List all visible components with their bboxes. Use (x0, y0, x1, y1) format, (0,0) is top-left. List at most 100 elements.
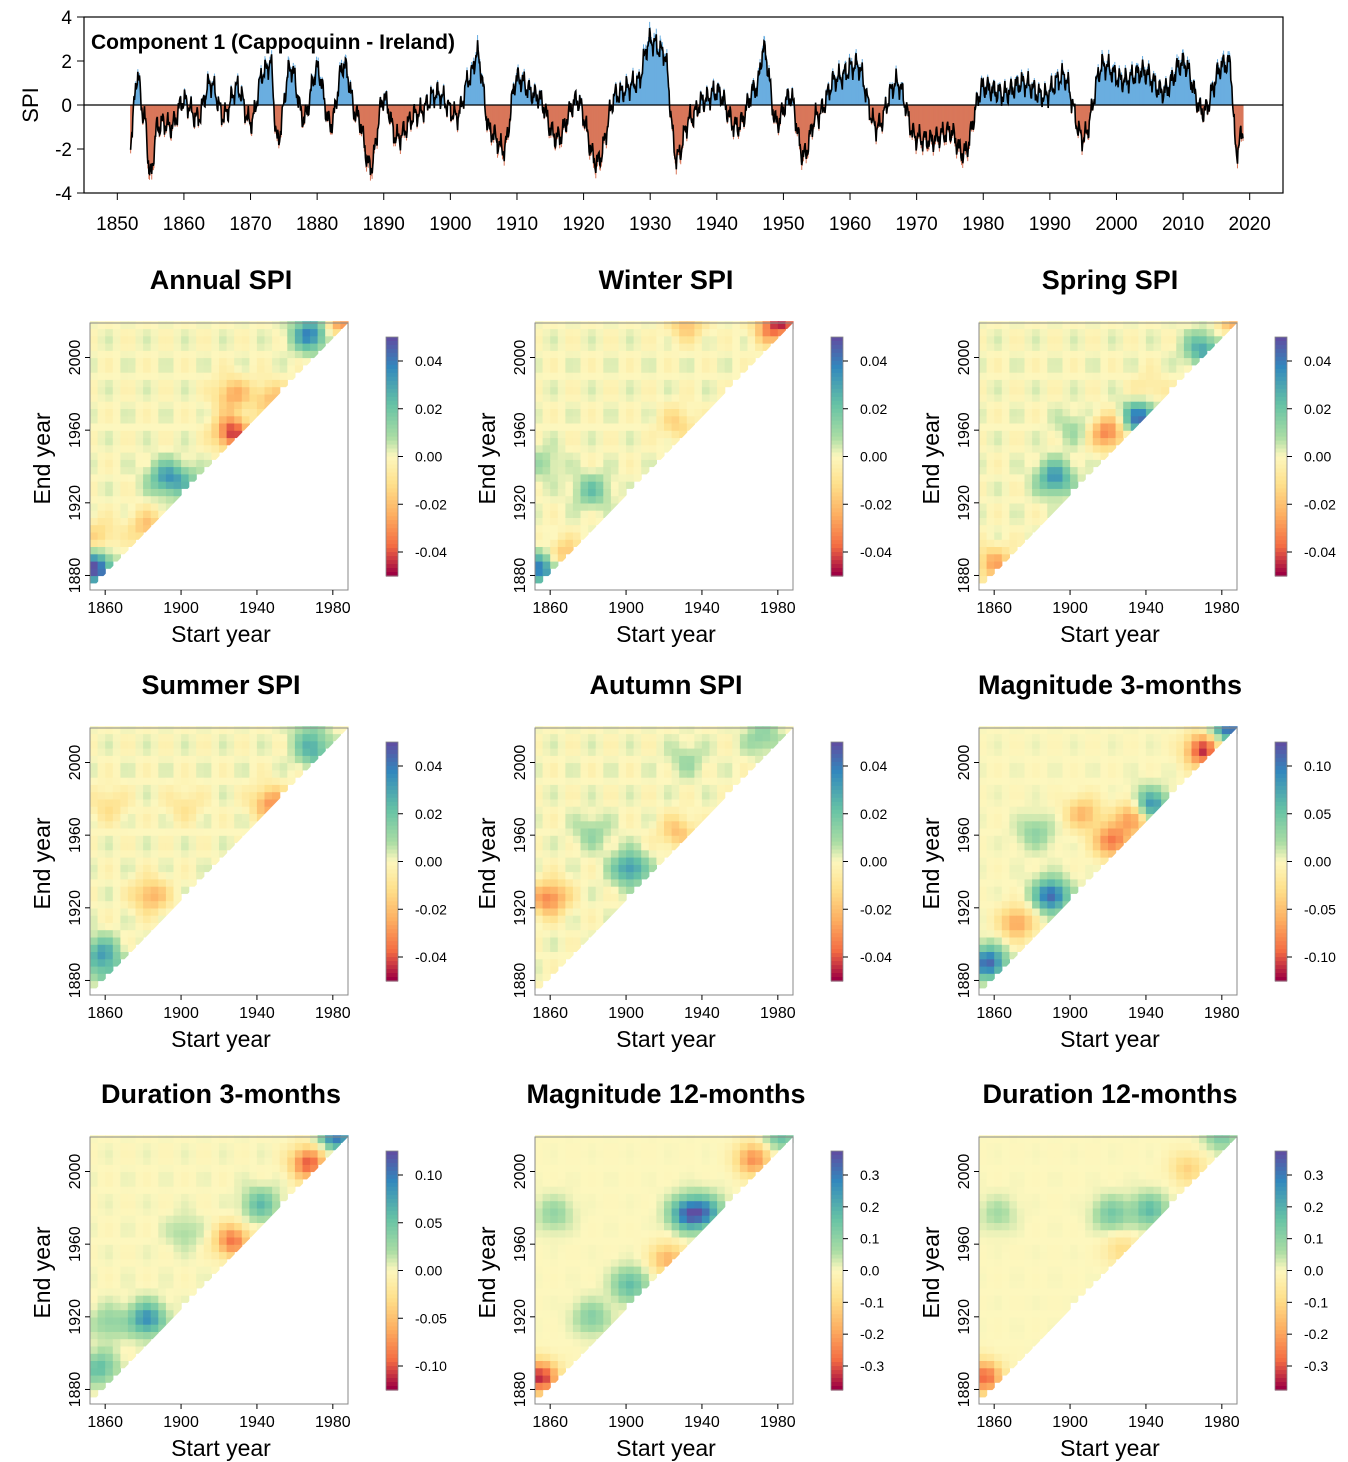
spi-bar-975 (671, 105, 673, 123)
heatmap-cell (979, 488, 988, 497)
heatmap-cell (986, 473, 995, 482)
heatmap-cell (588, 437, 597, 446)
spi-bar-1604 (1020, 84, 1022, 105)
heatmap-cell (535, 560, 544, 569)
heatmap-cell (294, 762, 304, 771)
heatmap-cell (127, 415, 137, 424)
heatmap-cell (986, 517, 995, 526)
heatmap-cell (120, 321, 129, 330)
heatmap-cell (686, 393, 695, 402)
spi-bar-719 (529, 88, 531, 105)
heatmap-cell (1168, 364, 1177, 373)
spi-bar-39 (151, 105, 153, 168)
heatmap-cell (158, 755, 167, 764)
spi-bar-166 (222, 105, 224, 122)
heatmap-cell (127, 929, 137, 938)
heatmap-cell (572, 357, 582, 366)
heatmap-cell (120, 408, 129, 417)
spi-bar-1141 (763, 35, 765, 105)
spi-bar-1509 (967, 105, 969, 151)
spi-bar-1262 (830, 89, 832, 105)
heatmap-cell (188, 350, 197, 359)
heatmap-cell (105, 422, 114, 431)
spi-bar-1672 (1058, 89, 1060, 105)
colorbar-swatch (1275, 492, 1287, 497)
heatmap-cell (234, 379, 243, 388)
spi-bar-1308 (856, 61, 858, 105)
spi-bar-1306 (855, 51, 857, 105)
spi-bar-938 (650, 36, 652, 106)
spi-bar-99 (185, 98, 187, 105)
heatmap-cell (188, 386, 197, 395)
spi-bar-1831 (1146, 68, 1148, 105)
spi-bar-1412 (913, 105, 915, 139)
heatmap-cell (143, 842, 152, 851)
colorbar-swatch (831, 564, 843, 569)
heatmap-cell (310, 350, 319, 359)
spi-bar-495 (404, 105, 406, 134)
heatmap-cell (1092, 408, 1101, 417)
heatmap-cell (90, 755, 99, 764)
heatmap-cell (211, 350, 220, 359)
heatmap-cell (135, 907, 144, 916)
heatmap-cell (97, 481, 106, 489)
spi-bar-266 (277, 105, 279, 137)
spi-bar-1239 (817, 105, 819, 125)
spi-bar-1684 (1064, 89, 1066, 105)
heatmap-cell (150, 379, 159, 388)
heatmap-cell (203, 372, 212, 380)
heatmap-cell (1032, 459, 1041, 468)
spi-bar-1475 (948, 105, 950, 128)
heatmap-cell (302, 335, 311, 344)
heatmap-cell (1108, 364, 1117, 373)
spi-bar-1877 (1172, 70, 1174, 105)
spi-bar-1677 (1061, 70, 1063, 105)
spi-bar-1446 (932, 105, 934, 156)
heatmap-cell (1047, 408, 1056, 417)
heatmap-cell (664, 357, 673, 366)
heatmap-cell (686, 401, 695, 409)
spi-bar-1225 (810, 105, 812, 127)
spi-bar-679 (507, 105, 509, 129)
heatmap-cell (626, 357, 635, 366)
colorbar-swatch (386, 380, 398, 386)
spi-bar-923 (642, 57, 644, 105)
spi-bar-1539 (984, 97, 986, 105)
heatmap-cell (188, 820, 197, 829)
heatmap-cell (279, 350, 288, 359)
colorbar-swatch (1275, 356, 1287, 362)
heatmap-cell (1024, 459, 1033, 468)
spi-bar-1600 (1018, 91, 1020, 105)
y-tick-label: 2000 (67, 745, 84, 781)
heatmap-cell (994, 553, 1003, 562)
heatmap-cell (203, 835, 212, 844)
heatmap-cell (1001, 386, 1010, 395)
heatmap-cell (1047, 401, 1056, 409)
spi-bar-1975 (1226, 68, 1228, 105)
heatmap-cell (90, 437, 99, 446)
spi-bar-1165 (776, 105, 778, 121)
heatmap-cell (279, 784, 288, 793)
spi-bar-1407 (911, 105, 913, 133)
heatmap-cell (986, 488, 995, 497)
y-tick-label: 2000 (512, 340, 529, 376)
spi-bar-850 (601, 105, 603, 157)
heatmap-cell (310, 343, 319, 351)
heatmap-cell (173, 798, 182, 807)
spi-bar-1670 (1057, 69, 1059, 105)
spi-bar-963 (664, 53, 666, 105)
heatmap-cell (127, 488, 137, 497)
heatmap-cell (105, 857, 114, 865)
spi-bar-12 (136, 82, 138, 105)
heatmap-cell (1062, 473, 1071, 482)
spi-bar-1453 (936, 105, 938, 136)
spi-bar-43 (153, 105, 155, 151)
colorbar-swatch (1275, 456, 1287, 462)
heatmap-cell (105, 922, 114, 931)
spi-bar-1205 (799, 105, 801, 150)
spi-bar-976 (671, 105, 673, 132)
spi-bar-475 (393, 105, 395, 144)
spi-bar-771 (558, 105, 560, 132)
colorbar-tick-label: 0.04 (1304, 353, 1331, 369)
heatmap-cell (686, 328, 695, 337)
